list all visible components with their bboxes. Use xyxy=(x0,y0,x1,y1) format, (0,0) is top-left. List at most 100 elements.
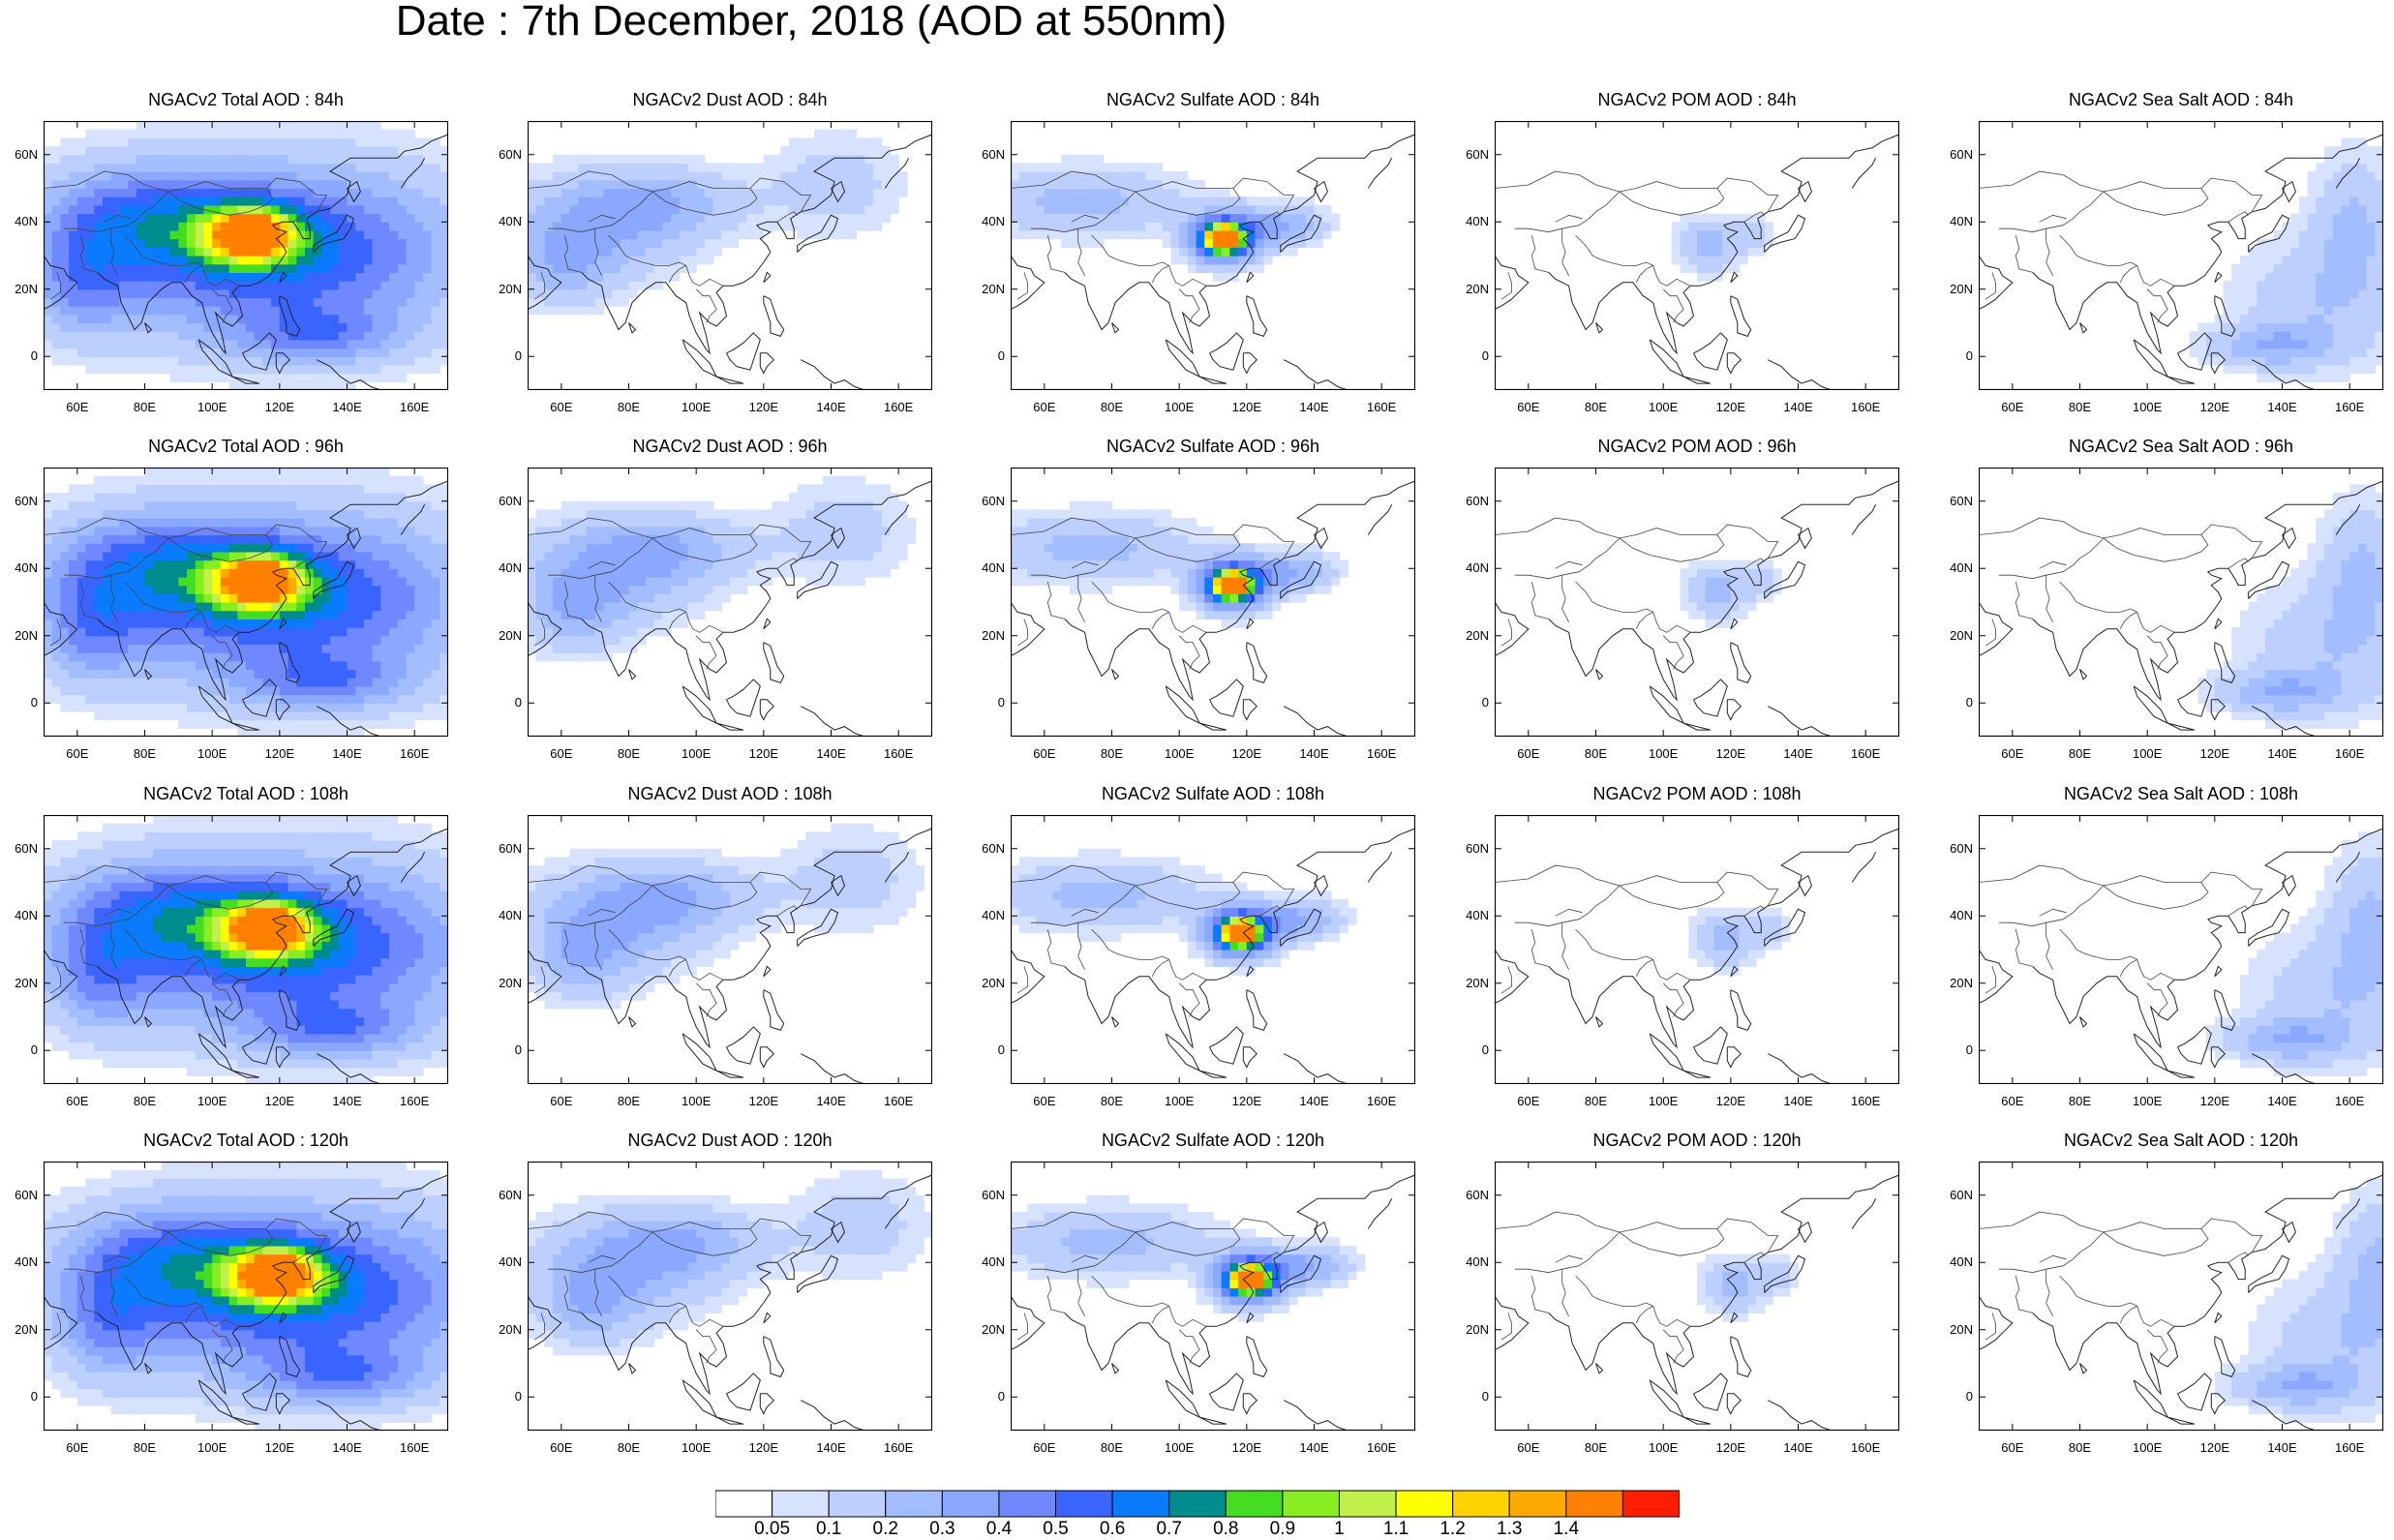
map-sulfate-aod-84h xyxy=(1011,121,1415,390)
aod-field xyxy=(2206,831,2383,1076)
lon-tick-label: 160E xyxy=(874,400,923,414)
lon-tick-label: 100E xyxy=(1639,400,1687,414)
aod-field xyxy=(1011,849,1357,976)
aod-field xyxy=(528,1170,932,1356)
lon-tick-label: 60E xyxy=(53,746,102,761)
lon-tick-label: 140E xyxy=(1290,746,1339,761)
aod-field xyxy=(1697,1254,1799,1322)
lon-tick-label: 80E xyxy=(605,746,653,761)
lon-tick-label: 120E xyxy=(1223,1094,1271,1108)
lat-tick-label: 40N xyxy=(1938,1254,1973,1269)
lat-tick-label: 60N xyxy=(970,494,1005,508)
panel-title: NGACv2 Dust AOD : 96h xyxy=(508,437,952,457)
lon-tick-label: 80E xyxy=(605,1440,653,1455)
lon-tick-label: 60E xyxy=(1988,400,2037,414)
colorbar-swatches xyxy=(715,1490,1680,1519)
colorbar-swatch xyxy=(1056,1491,1113,1517)
lon-tick-label: 100E xyxy=(2123,746,2171,761)
lon-tick-label: 60E xyxy=(1020,1094,1069,1108)
lat-tick-label: 20N xyxy=(1454,628,1489,643)
lat-tick-label: 40N xyxy=(1938,908,1973,922)
lat-tick-label: 60N xyxy=(1454,1188,1489,1202)
map-total-aod-108h xyxy=(44,815,448,1084)
lat-tick-label: 40N xyxy=(3,908,38,922)
lon-tick-label: 120E xyxy=(1223,746,1271,761)
lon-tick-label: 60E xyxy=(53,1094,102,1108)
lat-tick-label: 20N xyxy=(487,976,522,990)
lat-tick-label: 40N xyxy=(1454,1254,1489,1269)
lon-tick-label: 140E xyxy=(2258,1094,2307,1108)
panel-title: NGACv2 Total AOD : 120h xyxy=(24,1131,468,1151)
lon-tick-label: 140E xyxy=(807,746,856,761)
panel-title: NGACv2 Dust AOD : 120h xyxy=(508,1131,952,1151)
lon-tick-label: 140E xyxy=(1774,1094,1823,1108)
lat-tick-label: 40N xyxy=(1454,560,1489,575)
lat-tick-label: 40N xyxy=(1454,214,1489,228)
lat-tick-label: 40N xyxy=(3,214,38,228)
lat-tick-label: 60N xyxy=(487,1188,522,1202)
colorbar-swatch xyxy=(1453,1491,1510,1517)
map-pom-aod-96h xyxy=(1495,468,1899,737)
aod-field xyxy=(2190,137,2383,382)
lon-tick-label: 160E xyxy=(1841,400,1890,414)
colorbar-swatch xyxy=(773,1491,830,1517)
lon-tick-label: 60E xyxy=(1988,1094,2037,1108)
lon-tick-label: 140E xyxy=(1290,400,1339,414)
lat-tick-label: 0 xyxy=(3,348,38,363)
lat-tick-label: 0 xyxy=(3,1042,38,1057)
aod-field xyxy=(1672,214,1773,282)
lat-tick-label: 60N xyxy=(3,841,38,856)
panel-title: NGACv2 Sulfate AOD : 120h xyxy=(991,1131,1435,1151)
lon-tick-label: 80E xyxy=(1572,400,1621,414)
lat-tick-label: 20N xyxy=(970,628,1005,643)
lon-tick-label: 160E xyxy=(1841,1094,1890,1108)
lon-tick-label: 80E xyxy=(1088,400,1136,414)
lon-tick-label: 140E xyxy=(1774,746,1823,761)
lon-tick-label: 140E xyxy=(2258,400,2307,414)
lat-tick-label: 40N xyxy=(487,908,522,922)
panel-title: NGACv2 Total AOD : 84h xyxy=(24,90,468,110)
panel-title: NGACv2 POM AOD : 120h xyxy=(1475,1131,1919,1151)
lon-tick-label: 60E xyxy=(1504,1094,1553,1108)
lon-tick-label: 100E xyxy=(188,1094,236,1108)
lon-tick-label: 60E xyxy=(1504,400,1553,414)
aod-field xyxy=(44,468,448,737)
lon-tick-label: 100E xyxy=(2123,400,2171,414)
colorbar-swatch xyxy=(1169,1491,1227,1517)
lon-tick-label: 80E xyxy=(605,400,653,414)
lon-tick-label: 140E xyxy=(323,746,372,761)
lat-tick-label: 0 xyxy=(1938,348,1973,363)
map-sea-salt-aod-96h xyxy=(1979,468,2383,737)
lat-tick-label: 20N xyxy=(1454,282,1489,296)
lon-tick-label: 60E xyxy=(537,1440,586,1455)
colorbar-swatch xyxy=(1509,1491,1566,1517)
map-sulfate-aod-120h xyxy=(1011,1162,1415,1431)
lon-tick-label: 100E xyxy=(1155,1440,1203,1455)
lat-tick-label: 40N xyxy=(3,560,38,575)
lon-tick-label: 120E xyxy=(1707,746,1755,761)
lat-tick-label: 0 xyxy=(1454,695,1489,710)
aod-field xyxy=(1011,155,1340,282)
map-sea-salt-aod-84h xyxy=(1979,121,2383,390)
lon-tick-label: 80E xyxy=(121,1440,169,1455)
lat-tick-label: 40N xyxy=(970,1254,1005,1269)
lon-tick-label: 120E xyxy=(256,1094,304,1108)
lon-tick-label: 120E xyxy=(2191,746,2239,761)
lon-tick-label: 100E xyxy=(188,746,236,761)
lat-tick-label: 0 xyxy=(1454,1389,1489,1404)
lon-tick-label: 160E xyxy=(390,1094,439,1108)
lat-tick-label: 0 xyxy=(487,348,522,363)
lat-tick-label: 60N xyxy=(487,494,522,508)
aod-field xyxy=(44,121,448,390)
lon-tick-label: 160E xyxy=(390,1440,439,1455)
map-total-aod-84h xyxy=(44,121,448,390)
lon-tick-label: 120E xyxy=(740,1094,788,1108)
lon-tick-label: 60E xyxy=(53,1440,102,1455)
lat-tick-label: 20N xyxy=(1938,628,1973,643)
lat-tick-label: 20N xyxy=(970,282,1005,296)
aod-field xyxy=(2197,484,2383,729)
lon-tick-label: 100E xyxy=(188,1440,236,1455)
lon-tick-label: 100E xyxy=(1155,746,1203,761)
lon-tick-label: 160E xyxy=(874,746,923,761)
lat-tick-label: 20N xyxy=(3,628,38,643)
